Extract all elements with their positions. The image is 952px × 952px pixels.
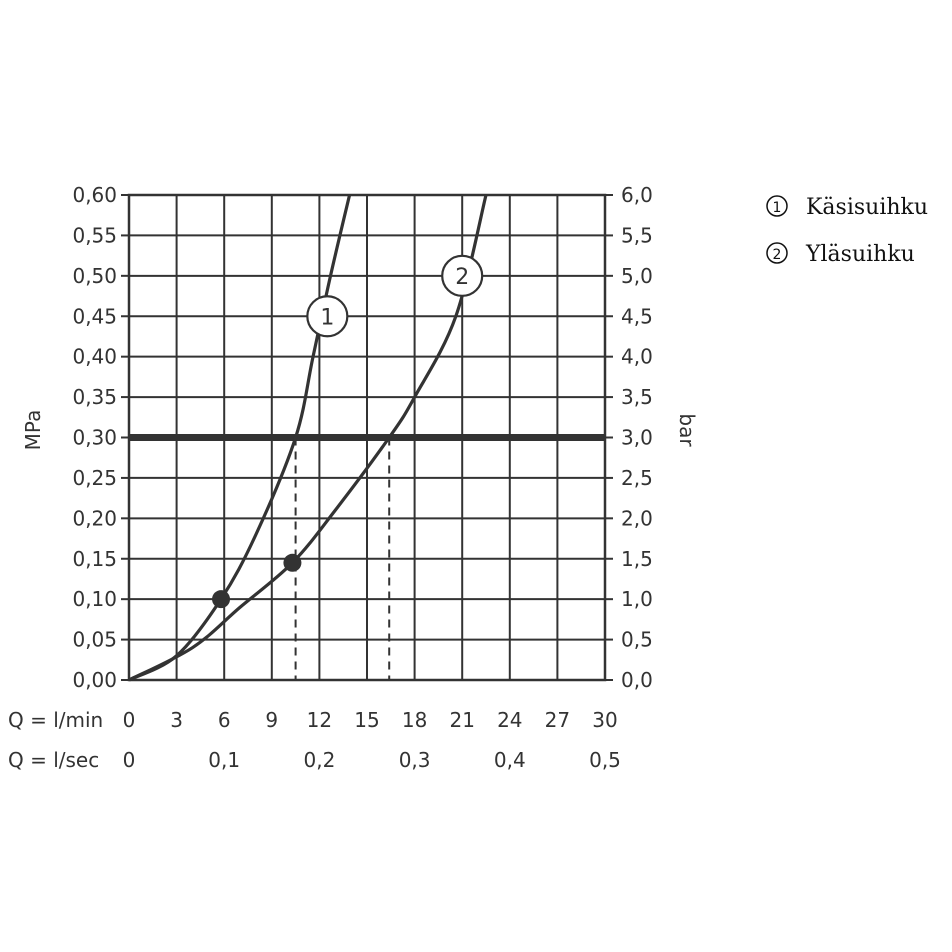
series-line-2	[128, 194, 488, 682]
x-tick-label-lsec: 0,2	[303, 748, 335, 772]
x-tick-label-lmin: 0	[123, 708, 136, 732]
y-tick-label-left: 0,60	[72, 183, 117, 207]
series-point-2	[283, 553, 302, 572]
y-tick-label-left: 0,20	[72, 506, 117, 530]
y-tick-label-left: 0,15	[72, 547, 117, 571]
y-tick-label-right: 1,0	[621, 587, 653, 611]
y-tick-label-left: 0,45	[72, 304, 117, 328]
x-tick-label-lsec: 0	[123, 748, 136, 772]
x-tick-label-lmin: 21	[449, 708, 474, 732]
y-tick-label-right: 4,5	[621, 304, 653, 328]
tick-labels: 0,000,050,100,150,200,250,300,350,400,45…	[72, 183, 652, 772]
legend-marker-1-circle	[766, 195, 788, 217]
series-label-circle-1	[306, 295, 349, 338]
legend-label-1: Käsisuihku	[806, 195, 928, 220]
y-tick-label-left: 0,50	[72, 264, 117, 288]
curves: 12	[128, 194, 488, 682]
y-tick-label-right: 4,0	[621, 345, 653, 369]
x-tick-label-lsec: 0,3	[399, 748, 431, 772]
y-tick-label-left: 0,25	[72, 466, 117, 490]
y-tick-label-left: 0,10	[72, 587, 117, 611]
series-label-number-2: 2	[455, 265, 469, 290]
legend-item-1: 1 Käsisuihku	[766, 195, 928, 220]
x-tick-label-lmin: 3	[170, 708, 183, 732]
x-tick-label-lmin: 24	[497, 708, 522, 732]
series-point-1	[212, 590, 231, 609]
series-label-circle-2	[441, 254, 484, 297]
x-tick-label-lmin: 30	[592, 708, 617, 732]
reference-layer	[129, 434, 605, 680]
series-label-number-1: 1	[320, 305, 334, 330]
y-tick-label-right: 3,5	[621, 385, 653, 409]
y-tick-label-right: 6,0	[621, 183, 653, 207]
legend-marker-2-number: 2	[773, 247, 782, 263]
x-tick-label-lsec: 0,4	[494, 748, 526, 772]
y-tick-label-left: 0,30	[72, 426, 117, 450]
y-tick-label-right: 0,5	[621, 628, 653, 652]
y-axis-right-title: bar	[675, 413, 699, 447]
legend-marker-1-number: 1	[773, 200, 782, 216]
x-row-label-lmin: Q = l/min	[8, 708, 103, 732]
x-tick-label-lmin: 12	[307, 708, 332, 732]
x-tick-label-lsec: 0,5	[589, 748, 621, 772]
x-row-label-lsec: Q = l/sec	[8, 748, 99, 772]
x-tick-label-lsec: 0,1	[208, 748, 240, 772]
x-tick-label-lmin: 6	[218, 708, 231, 732]
y-tick-label-left: 0,40	[72, 345, 117, 369]
y-tick-label-left: 0,05	[72, 628, 117, 652]
y-tick-label-right: 5,0	[621, 264, 653, 288]
x-tick-label-lmin: 15	[354, 708, 379, 732]
x-tick-label-lmin: 18	[402, 708, 427, 732]
legend: 1 Käsisuihku 2 Yläsuihku	[766, 195, 928, 267]
y-tick-label-right: 5,5	[621, 223, 653, 247]
y-tick-label-right: 0,0	[621, 668, 653, 692]
y-tick-label-right: 2,0	[621, 506, 653, 530]
y-tick-label-right: 1,5	[621, 547, 653, 571]
y-axis-left-title: MPa	[21, 410, 45, 451]
x-tick-label-lmin: 27	[545, 708, 570, 732]
y-tick-label-right: 3,0	[621, 426, 653, 450]
legend-label-2: Yläsuihku	[805, 242, 915, 267]
legend-marker-2-circle	[766, 242, 788, 264]
series-line-1	[128, 194, 352, 682]
x-tick-label-lmin: 9	[265, 708, 278, 732]
y-tick-label-left: 0,00	[72, 668, 117, 692]
legend-item-2: 2 Yläsuihku	[766, 242, 915, 267]
y-tick-label-left: 0,55	[72, 223, 117, 247]
y-tick-label-right: 2,5	[621, 466, 653, 490]
y-tick-label-left: 0,35	[72, 385, 117, 409]
